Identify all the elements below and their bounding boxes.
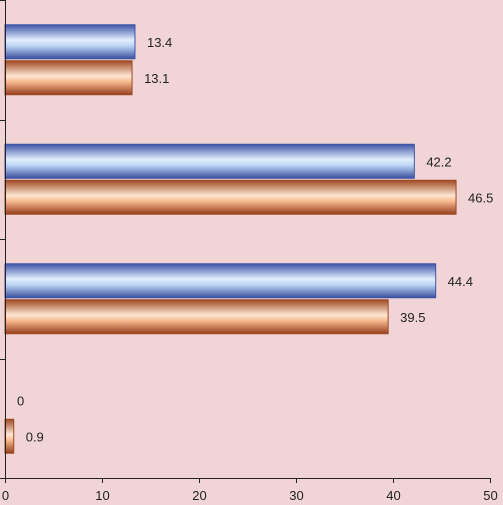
x-tick-label: 10 <box>95 488 109 503</box>
bar-series-2-cat-4 <box>4 418 15 454</box>
bar-series-1-cat-1 <box>4 24 136 60</box>
bar-series-2-cat-3 <box>4 299 389 335</box>
x-tick-label: 20 <box>192 488 206 503</box>
bars-layer <box>4 24 457 454</box>
value-label: 39.5 <box>400 310 425 325</box>
bar-series-2-cat-1 <box>4 60 133 96</box>
x-tick-label: 40 <box>386 488 400 503</box>
value-label: 0 <box>17 393 24 408</box>
bar-series-1-cat-2 <box>4 143 415 179</box>
bar-series-2-cat-2 <box>4 179 457 215</box>
value-label: 13.4 <box>147 35 172 50</box>
x-tick-label: 30 <box>289 488 303 503</box>
x-tick-label: 0 <box>2 488 9 503</box>
bar-series-1-cat-3 <box>4 263 437 299</box>
value-label: 44.4 <box>448 274 473 289</box>
value-label: 0.9 <box>26 429 44 444</box>
x-tick-label: 50 <box>483 488 497 503</box>
value-label: 42.2 <box>426 154 451 169</box>
value-labels-layer: 13.4 13.1 42.2 46.5 44.4 39.5 0 0.9 <box>17 35 493 445</box>
value-label: 13.1 <box>144 71 169 86</box>
value-label: 46.5 <box>468 190 493 205</box>
